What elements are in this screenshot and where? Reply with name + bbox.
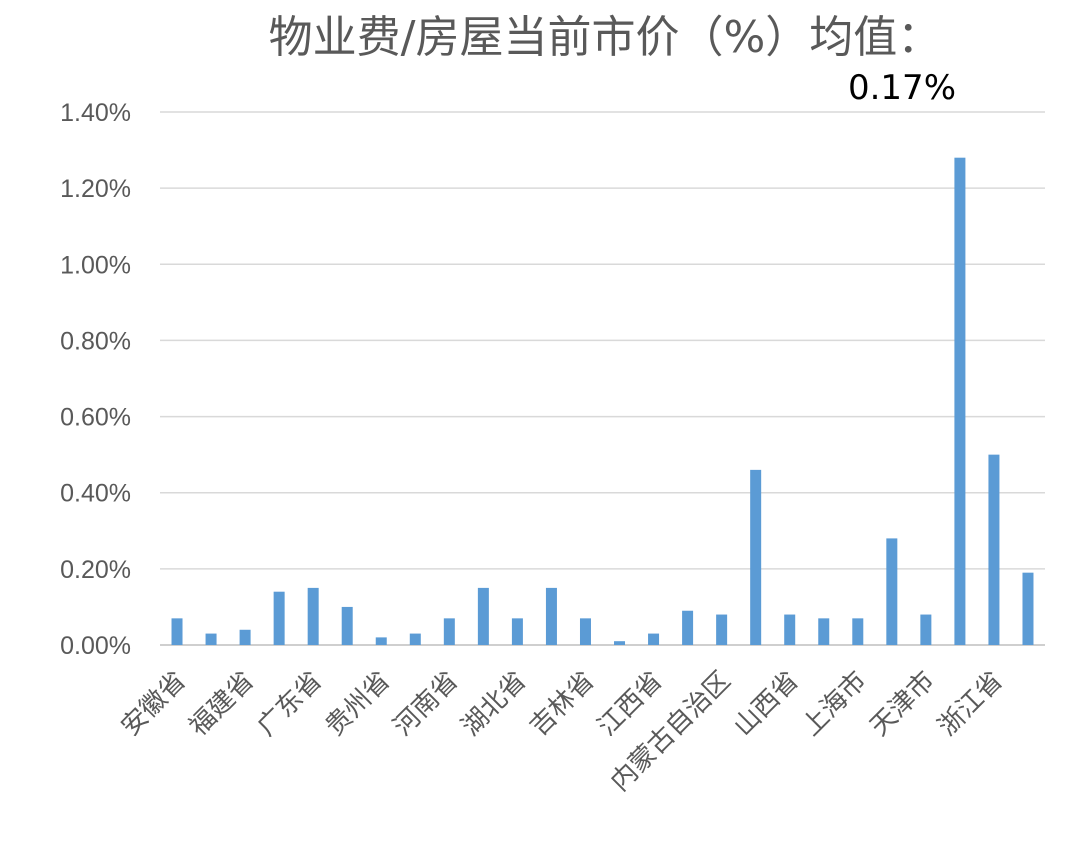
x-tick-label: 湖北省 [456, 666, 532, 742]
y-tick-label: 0.80% [60, 327, 131, 355]
bar [579, 618, 591, 645]
y-tick-label: 0.60% [60, 404, 131, 432]
chart-title: 物业费/房屋当前市价（%）均值： [269, 12, 942, 63]
bar [784, 614, 796, 645]
y-tick-label: 0.00% [60, 632, 131, 660]
x-tick-label: 贵州省 [320, 666, 396, 742]
x-tick-label: 上海市 [796, 666, 872, 742]
y-tick-label: 0.40% [60, 480, 131, 508]
bar [511, 618, 523, 645]
bar [988, 454, 1000, 645]
bar [852, 618, 864, 645]
bar [614, 641, 626, 645]
bar [443, 618, 455, 645]
bar [273, 591, 285, 645]
bar [886, 538, 898, 645]
x-tick-label: 山西省 [728, 666, 804, 742]
x-tick-label: 河南省 [388, 666, 464, 742]
x-tick-label: 安徽省 [116, 666, 192, 742]
bar [341, 606, 353, 645]
bar [682, 610, 694, 645]
bar [477, 587, 489, 645]
x-tick-label: 内蒙古自治区 [605, 666, 737, 798]
y-tick-label: 1.00% [60, 251, 131, 279]
x-tick-label: 吉林省 [524, 666, 600, 742]
y-tick-label: 1.40% [60, 99, 131, 127]
x-tick-label: 广东省 [252, 666, 328, 742]
bar [818, 618, 830, 645]
bars [171, 157, 1034, 645]
bar [716, 614, 728, 645]
x-tick-label: 福建省 [184, 666, 260, 742]
bar [648, 633, 660, 645]
bar [545, 587, 557, 645]
x-tick-label: 天津市 [864, 666, 940, 742]
y-axis-tick-labels: 0.00% 0.20% 0.40% 0.60% 0.80% 1.00% 1.20% 1.40% [60, 99, 131, 660]
bar [171, 618, 183, 645]
bar [1022, 572, 1034, 645]
bar [205, 633, 217, 645]
gridlines [160, 111, 1045, 646]
bar [239, 629, 251, 645]
bar [307, 587, 319, 645]
y-tick-label: 0.20% [60, 556, 131, 584]
x-axis-tick-labels: 安徽省福建省广东省贵州省河南省湖北省吉林省江西省内蒙古自治区山西省上海市天津市浙… [116, 666, 1009, 798]
chart-subtitle: 0.17% [848, 68, 956, 108]
bar [954, 157, 966, 645]
y-tick-label: 1.20% [60, 175, 131, 203]
bar [920, 614, 932, 645]
bar [750, 469, 762, 645]
bar [375, 637, 387, 645]
bar [409, 633, 421, 645]
x-tick-label: 浙江省 [933, 666, 1009, 742]
